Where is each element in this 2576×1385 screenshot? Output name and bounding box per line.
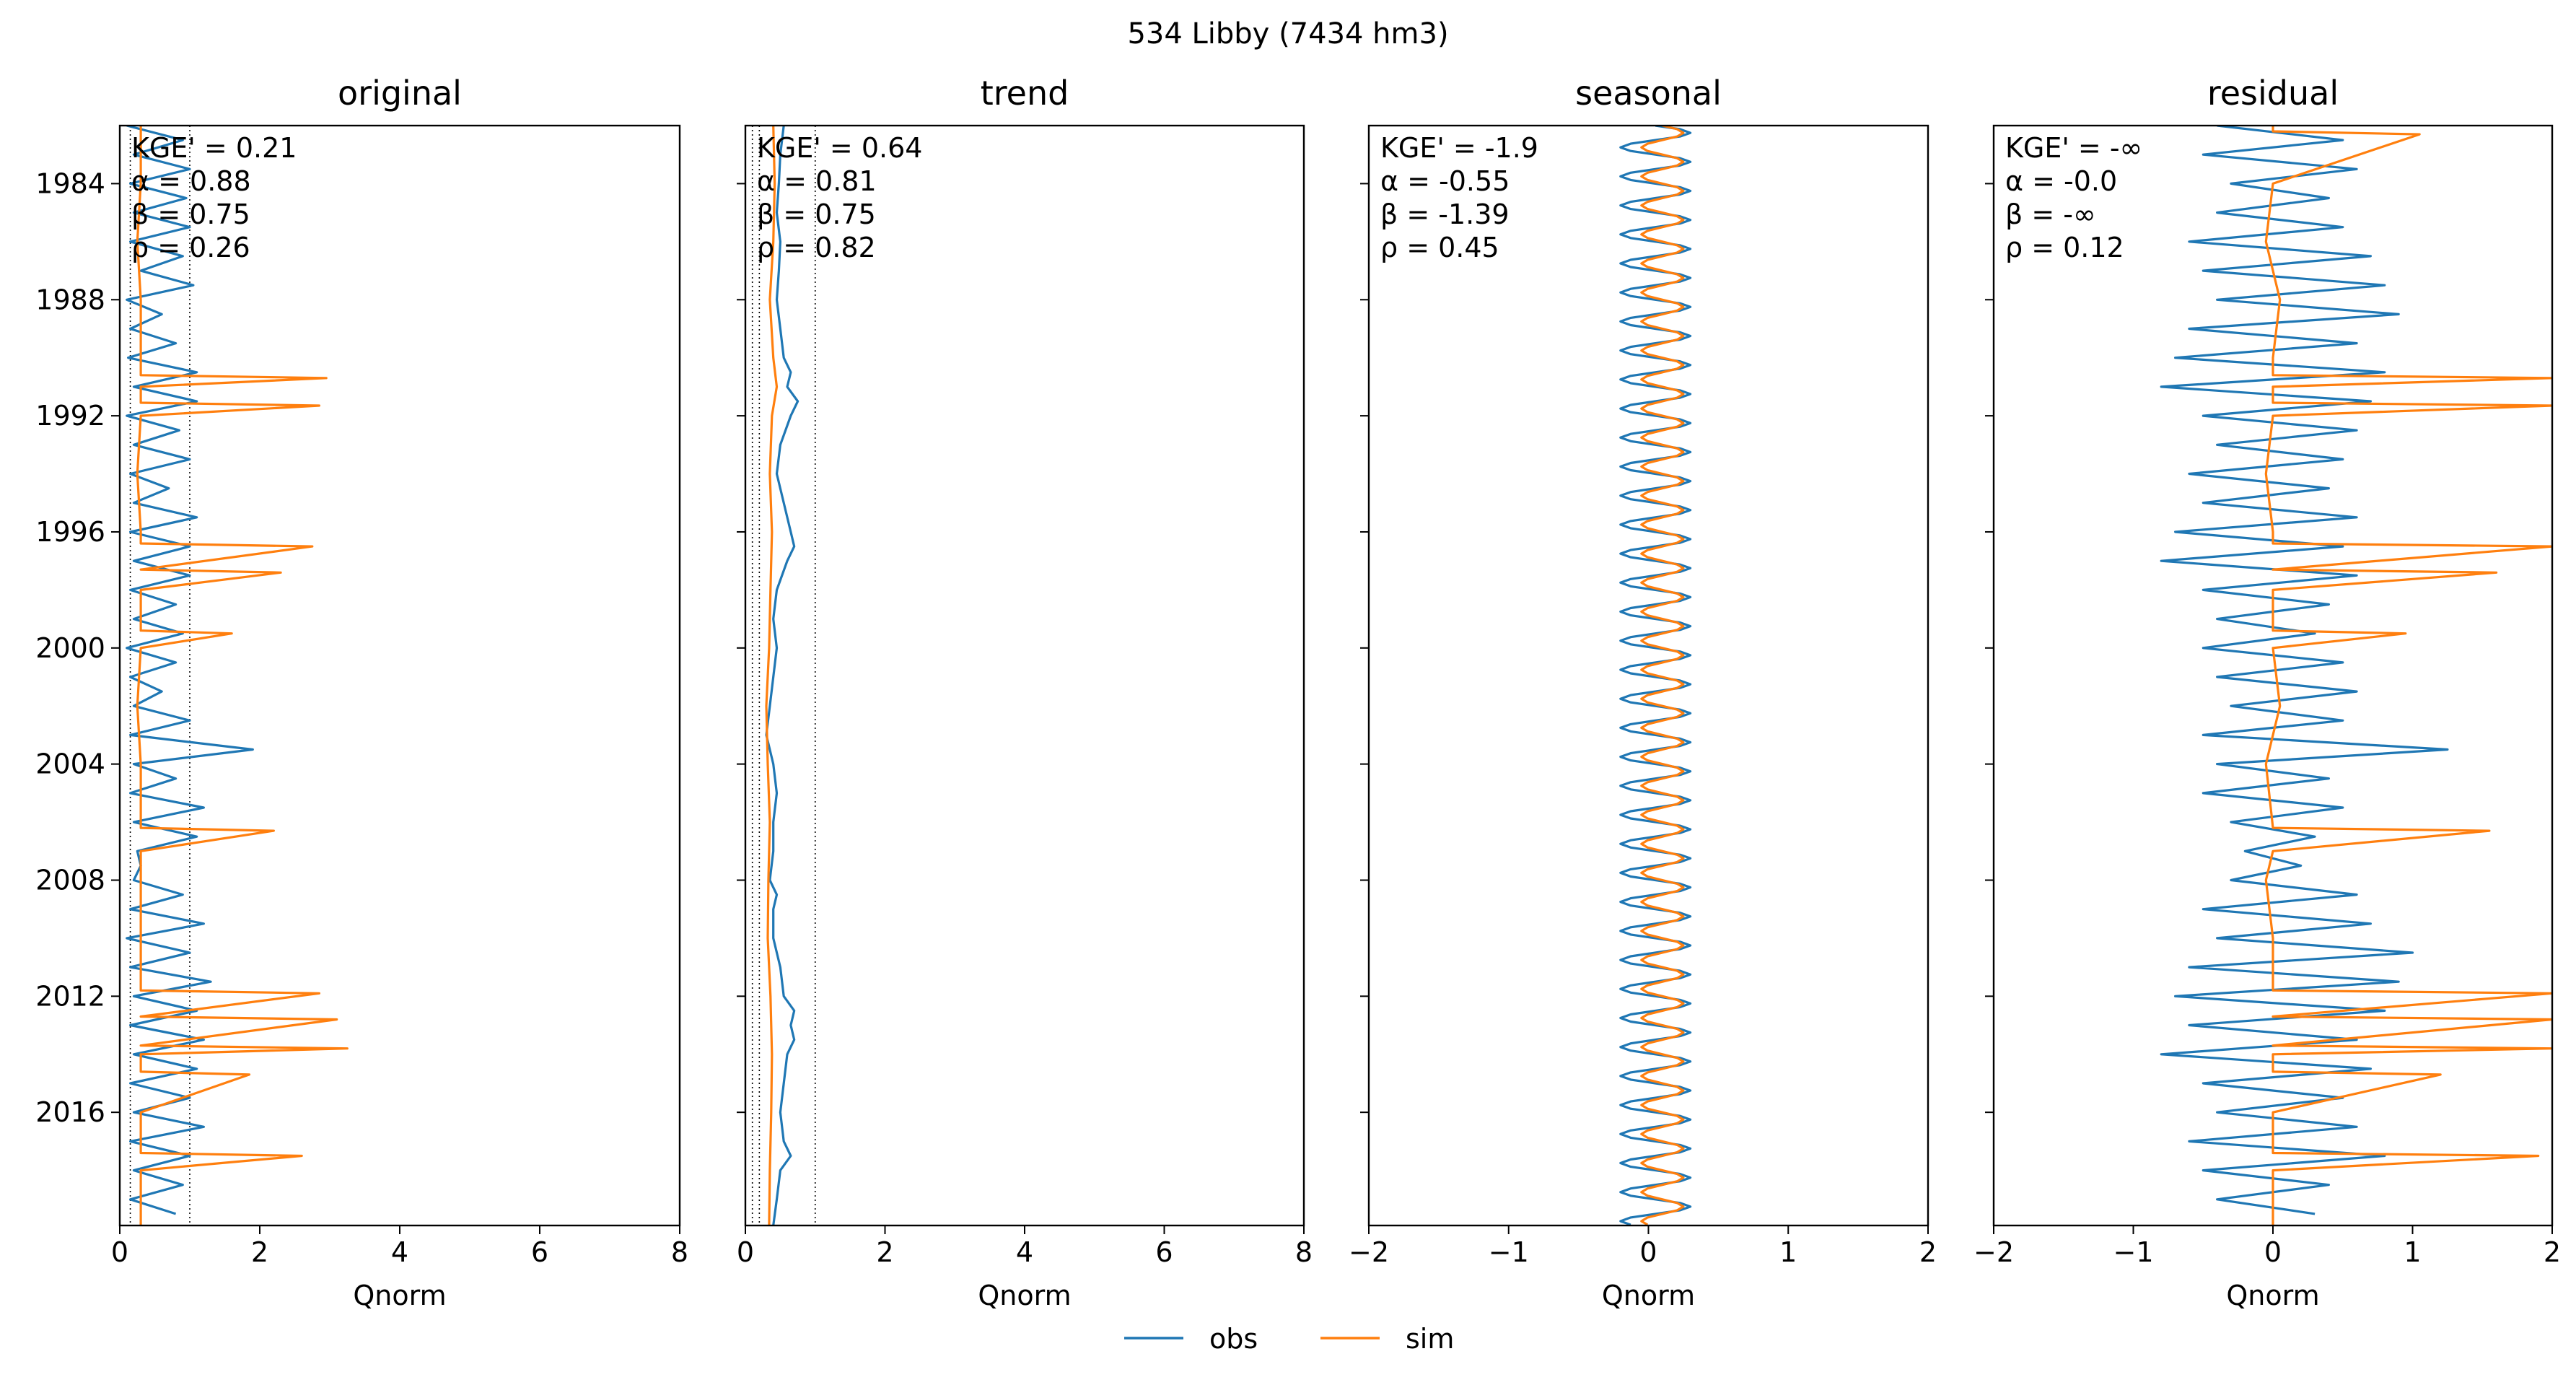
x-tick-label: 2 [2544,1236,2561,1268]
metric-text: α = -0.0 [2005,165,2117,197]
metric-text: α = 0.88 [131,165,251,197]
x-tick-label: 1 [2404,1236,2421,1268]
metric-text: β = 0.75 [757,198,876,230]
panel-residual: residual −2 −1 0 1 2 Qnorm KGE' = -∞α = -0.0β =… [1973,74,2561,1311]
x-tick-label: 8 [671,1236,688,1268]
x-tick-label: −1 [1489,1236,1529,1268]
panel-title: residual [2207,74,2339,113]
y-tick-label: 2004 [35,748,105,780]
plot-area [2160,126,2552,1225]
x-tick-label: 4 [1016,1236,1033,1268]
metric-text: β = 0.75 [131,198,250,230]
metric-text: α = 0.81 [757,165,877,197]
panel-title: seasonal [1575,74,1722,113]
x-tick-label: 0 [111,1236,128,1268]
plot-area [751,126,816,1225]
series-line-obs [765,126,799,1225]
x-axis-label: Qnorm [978,1280,1071,1311]
metric-text: ρ = 0.26 [131,232,250,263]
x-tick-label: 6 [531,1236,548,1268]
y-tick-label: 2016 [35,1096,105,1128]
legend-label-sim: sim [1406,1323,1454,1355]
x-tick-label: 0 [737,1236,754,1268]
metric-text: ρ = 0.45 [1380,232,1499,263]
x-tick-label: −2 [1349,1236,1389,1268]
y-tick-label: 2000 [35,632,105,664]
x-tick-label: 1 [1779,1236,1797,1268]
metric-text: KGE' = 0.21 [131,132,297,164]
x-axis-label: Qnorm [353,1280,446,1311]
series-line-obs [2160,126,2449,1215]
legend: obs sim [1124,1323,1454,1355]
y-tick-label: 2012 [35,980,105,1012]
panel-title: original [338,74,462,113]
x-axis-label: Qnorm [1602,1280,1695,1311]
metric-text: α = -0.55 [1380,165,1510,197]
y-tick-label: 1996 [35,516,105,548]
metric-text: KGE' = -∞ [2005,132,2142,164]
x-tick-label: 2 [251,1236,268,1268]
x-tick-label: 0 [1639,1236,1657,1268]
x-tick-label: 2 [1919,1236,1937,1268]
metric-text: ρ = 0.82 [757,232,876,263]
metric-text: β = -1.39 [1380,198,1510,230]
plot-area [1619,126,1692,1225]
figure-suptitle: 534 Libby (7434 hm3) [1127,17,1448,51]
series-line-obs [126,126,254,1215]
y-tick-label: 1992 [35,400,105,432]
x-tick-label: 2 [876,1236,893,1268]
series-line-sim [2264,126,2552,1225]
plot-area [126,126,349,1225]
y-tick-label: 2008 [35,864,105,896]
y-tick-label: 1984 [35,167,105,199]
metric-text: ρ = 0.12 [2005,232,2124,263]
metric-text: KGE' = 0.64 [757,132,922,164]
x-axis-label: Qnorm [2226,1280,2319,1311]
panel-original: original 0 2 4 6 8 Qnorm 1984 1988 1992 1996 2000 20… [35,74,688,1311]
x-tick-label: 8 [1295,1236,1313,1268]
series-line-sim [765,126,779,1225]
x-tick-label: 0 [2264,1236,2282,1268]
metric-text: β = -∞ [2005,198,2096,230]
legend-label-obs: obs [1209,1323,1258,1355]
x-tick-label: 4 [391,1236,408,1268]
panel-trend: trend 0 2 4 6 8 Qnorm KGE' = 0.64α = 0.81β = 0.… [737,74,1313,1311]
panel-title: trend [981,74,1069,113]
series-line-obs [1619,126,1692,1225]
series-line-sim [136,126,349,1225]
series-line-sim [1640,126,1685,1225]
x-tick-label: 6 [1155,1236,1173,1268]
metric-text: KGE' = -1.9 [1380,132,1538,164]
x-tick-label: −2 [1973,1236,2014,1268]
panel-seasonal: seasonal −2 −1 0 1 2 Qnorm KGE' = -1.9α = -0.55… [1349,74,1937,1311]
x-tick-label: −1 [2113,1236,2153,1268]
y-tick-label: 1988 [35,284,105,315]
